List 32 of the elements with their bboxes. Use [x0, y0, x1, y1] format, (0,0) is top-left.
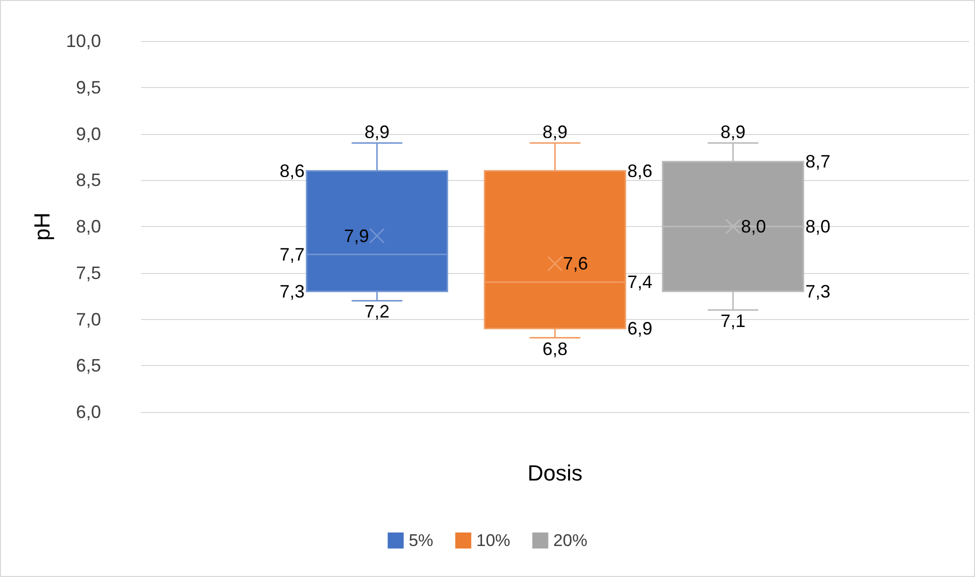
- text: 8,9: [542, 122, 568, 142]
- text: 7,7: [280, 244, 305, 264]
- text: 7,3: [805, 281, 830, 302]
- text: 8,7: [805, 152, 830, 172]
- text: 7,1: [720, 310, 746, 331]
- y-tick-label: 9,0: [76, 124, 101, 144]
- y-tick-label: 8,0: [76, 216, 101, 236]
- y-tick-label: 10,0: [66, 31, 101, 51]
- y-tick-label: 8,5: [76, 170, 101, 190]
- y-tick-label: 9,5: [76, 77, 101, 98]
- legend-label: 20%: [553, 531, 588, 550]
- text: 7,2: [364, 302, 390, 322]
- text: 6,9: [627, 318, 652, 339]
- text: 8,6: [627, 160, 652, 181]
- y-tick-label: 7,5: [76, 262, 101, 283]
- legend-label: 10%: [476, 531, 510, 550]
- text: 7,4: [627, 272, 652, 292]
- text: 7,6: [563, 254, 588, 274]
- x-axis-title: Dosis: [527, 460, 583, 486]
- legend-label: 5%: [408, 531, 434, 550]
- text: 8,0: [741, 216, 766, 236]
- text: 8,9: [364, 122, 390, 142]
- text: 8,6: [280, 160, 305, 181]
- y-tick-label: 7,0: [76, 309, 101, 330]
- y-tick-label: 6,5: [76, 356, 101, 376]
- text: 7,9: [344, 226, 369, 246]
- y-axis-title: pH: [30, 212, 54, 241]
- text: 6,8: [542, 338, 568, 359]
- text: 8,0: [805, 216, 830, 236]
- y-tick-label: 6,0: [76, 402, 101, 422]
- text: 7,3: [280, 281, 305, 302]
- text: 8,9: [720, 122, 746, 142]
